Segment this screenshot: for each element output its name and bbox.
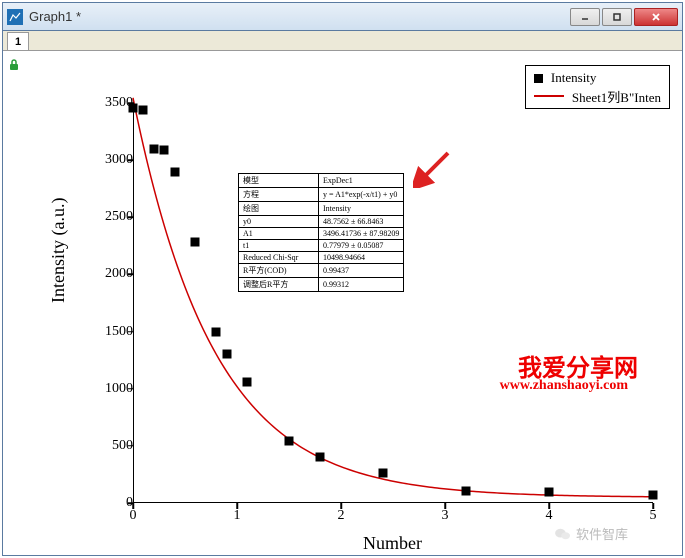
table-cell: 绘图	[239, 202, 319, 216]
annotation-arrow-icon	[413, 148, 453, 191]
table-cell: 10498.94664	[319, 252, 404, 264]
x-tick-mark	[444, 503, 446, 509]
x-tick-mark	[548, 503, 550, 509]
table-cell: 0.99312	[319, 278, 404, 292]
table-row: 调整后R平方0.99312	[239, 278, 404, 292]
table-cell: y = A1*exp(-x/t1) + y0	[319, 188, 404, 202]
fit-results-table[interactable]: 模型ExpDec1方程y = A1*exp(-x/t1) + y0绘图Inten…	[238, 173, 404, 292]
table-cell: 0.77979 ± 0.05087	[319, 240, 404, 252]
data-point	[191, 238, 200, 247]
data-point	[545, 487, 554, 496]
window-buttons	[570, 8, 678, 26]
minimize-button[interactable]	[570, 8, 600, 26]
table-row: y048.7562 ± 66.8463	[239, 216, 404, 228]
maximize-button[interactable]	[602, 8, 632, 26]
close-button[interactable]	[634, 8, 678, 26]
x-tick-label: 0	[130, 508, 137, 524]
data-point	[243, 377, 252, 386]
y-tick-mark	[128, 445, 134, 447]
y-tick-mark	[128, 217, 134, 219]
table-cell: 模型	[239, 174, 319, 188]
data-point	[461, 487, 470, 496]
window-title: Graph1 *	[29, 9, 570, 24]
data-point	[649, 491, 658, 500]
app-window: Graph1 * 1 Intensity Sheet1列B"Inten Inte…	[2, 2, 683, 556]
data-point	[316, 453, 325, 462]
table-cell: ExpDec1	[319, 174, 404, 188]
table-row: 模型ExpDec1	[239, 174, 404, 188]
legend-item-data: Intensity	[534, 69, 661, 87]
x-tick-label: 2	[338, 508, 345, 524]
table-cell: Reduced Chi-Sqr	[239, 252, 319, 264]
data-point	[149, 144, 158, 153]
table-cell: 0.99437	[319, 264, 404, 278]
table-cell: Intensity	[319, 202, 404, 216]
y-tick-mark	[128, 388, 134, 390]
data-point	[378, 468, 387, 477]
x-tick-mark	[132, 503, 134, 509]
lock-icon[interactable]	[7, 58, 23, 74]
chart-canvas: Intensity Sheet1列B"Inten Intensity (a.u.…	[23, 53, 678, 551]
data-point	[285, 436, 294, 445]
data-point	[170, 167, 179, 176]
plot-area[interactable]	[133, 103, 653, 503]
table-cell: 方程	[239, 188, 319, 202]
table-cell: R平方(COD)	[239, 264, 319, 278]
table-cell: y0	[239, 216, 319, 228]
x-tick-label: 3	[442, 508, 449, 524]
y-tick-mark	[128, 274, 134, 276]
table-cell: A1	[239, 228, 319, 240]
table-row: t10.77979 ± 0.05087	[239, 240, 404, 252]
x-tick-label: 4	[546, 508, 553, 524]
x-tick-mark	[236, 503, 238, 509]
data-point	[160, 145, 169, 154]
x-tick-mark	[340, 503, 342, 509]
table-row: 绘图Intensity	[239, 202, 404, 216]
table-row: Reduced Chi-Sqr10498.94664	[239, 252, 404, 264]
table-row: A13496.41736 ± 87.98209	[239, 228, 404, 240]
watermark-url: www.zhanshaoyi.com	[500, 378, 628, 394]
titlebar[interactable]: Graph1 *	[3, 3, 682, 31]
y-tick-mark	[128, 331, 134, 333]
fit-curve	[133, 103, 653, 503]
y-axis-label: Intensity (a.u.)	[48, 198, 69, 303]
y-tick-mark	[128, 102, 134, 104]
tab-bar: 1	[3, 31, 682, 51]
tab-1[interactable]: 1	[7, 32, 29, 50]
table-cell: 调整后R平方	[239, 278, 319, 292]
app-icon	[7, 9, 23, 25]
legend-label: Intensity	[551, 70, 597, 86]
x-axis-label: Number	[363, 533, 422, 554]
table-row: 方程y = A1*exp(-x/t1) + y0	[239, 188, 404, 202]
x-tick-label: 1	[234, 508, 241, 524]
wechat-icon	[554, 527, 572, 541]
legend-line-icon	[534, 95, 564, 97]
table-cell: t1	[239, 240, 319, 252]
data-point	[139, 105, 148, 114]
x-tick-label: 5	[650, 508, 657, 524]
watermark-footer: 软件智库	[554, 524, 628, 543]
legend-marker-icon	[534, 74, 543, 83]
y-tick-mark	[128, 159, 134, 161]
data-point	[222, 350, 231, 359]
table-row: R平方(COD)0.99437	[239, 264, 404, 278]
table-cell: 3496.41736 ± 87.98209	[319, 228, 404, 240]
data-point	[212, 327, 221, 336]
x-tick-mark	[652, 503, 654, 509]
table-cell: 48.7562 ± 66.8463	[319, 216, 404, 228]
